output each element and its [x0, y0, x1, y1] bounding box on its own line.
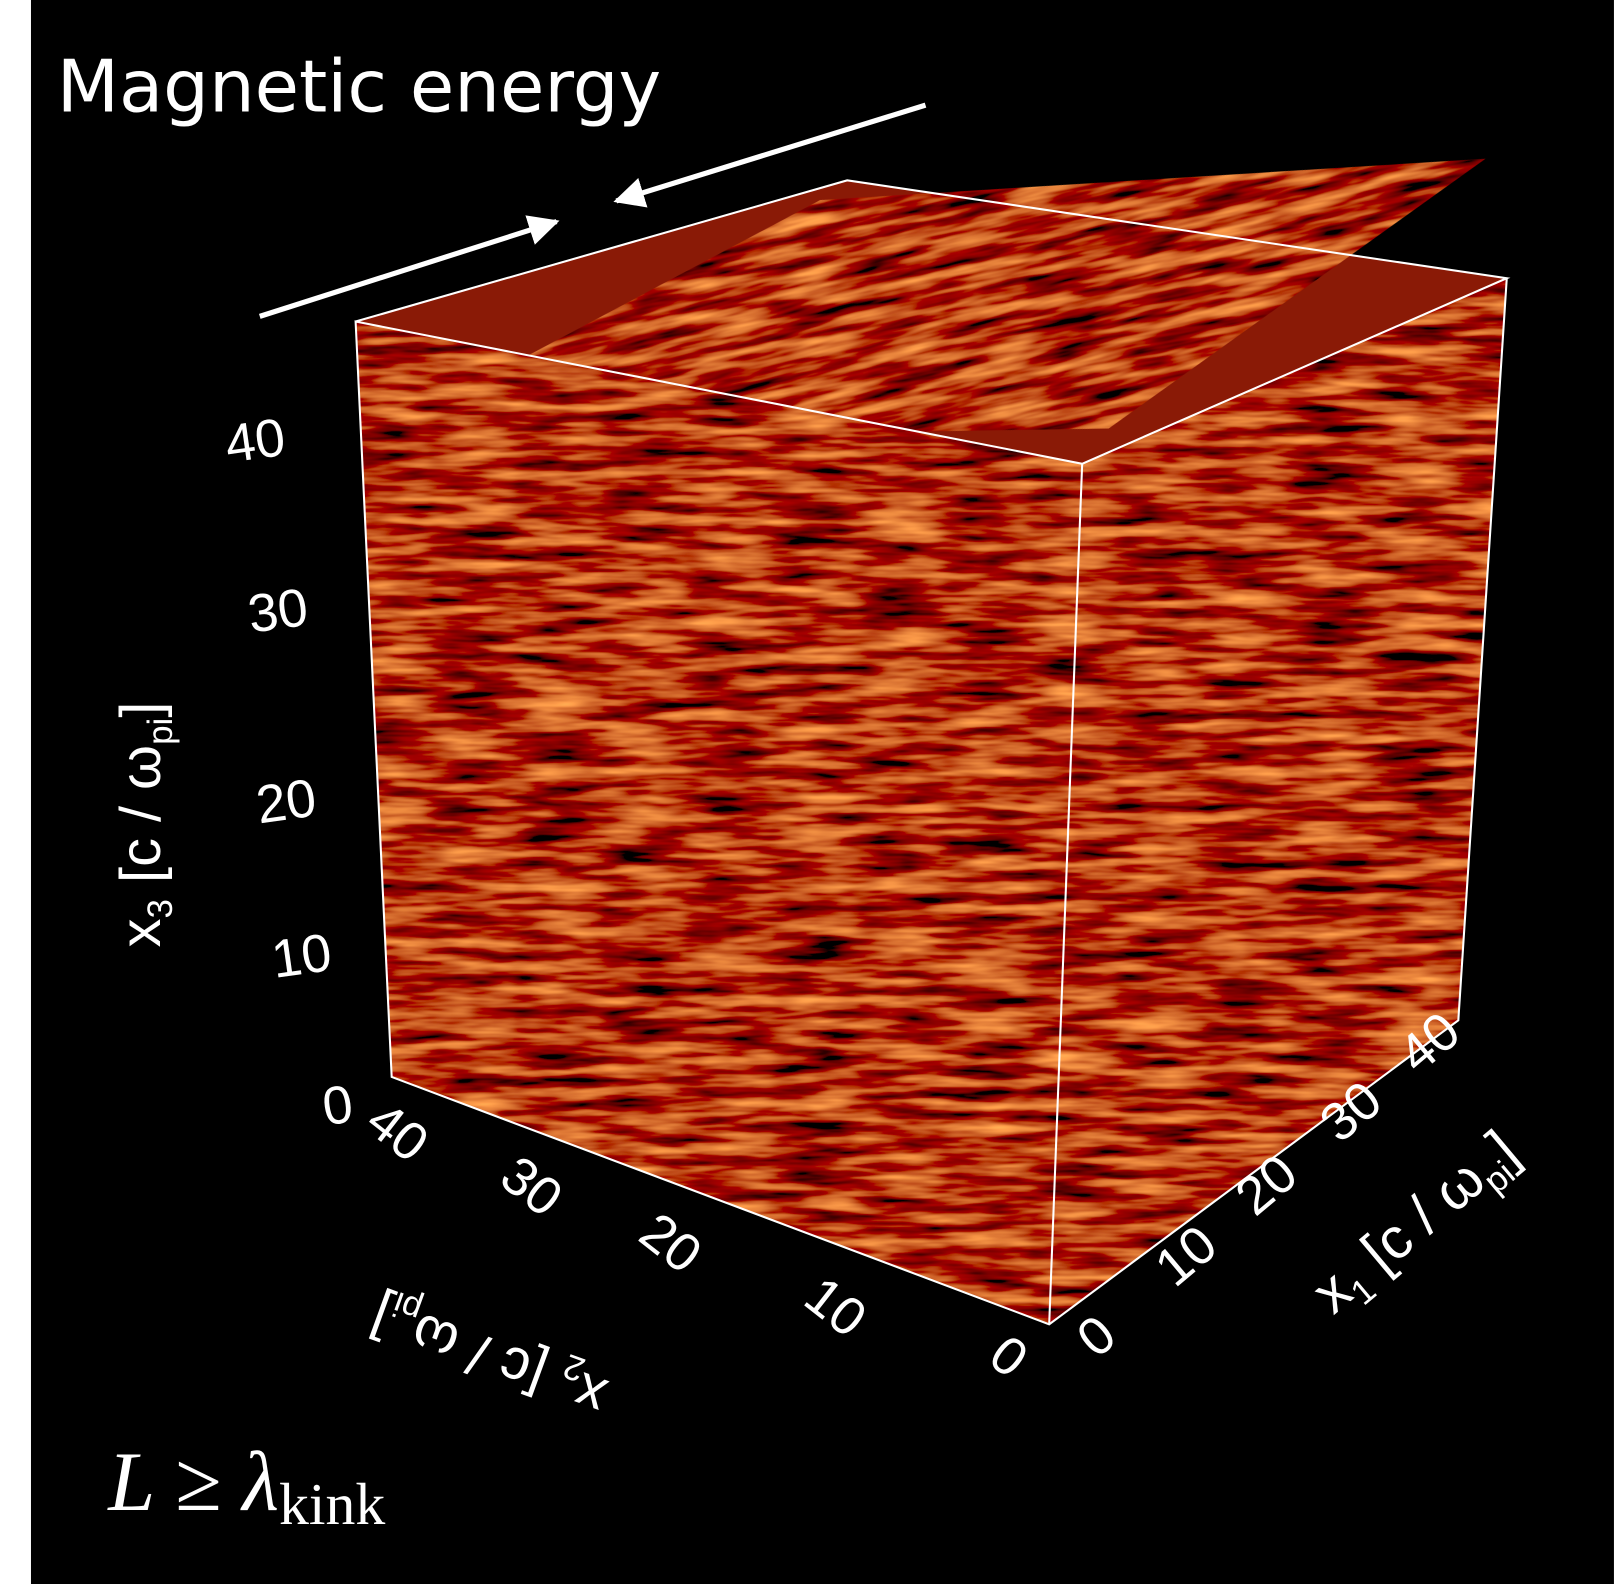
title: Magnetic energy — [57, 45, 662, 129]
x3-tick-label: 30 — [244, 577, 311, 645]
label-sub: 3 — [141, 899, 180, 918]
x3-tick-label: 10 — [268, 922, 335, 990]
label-unit: [c / ω — [109, 745, 173, 899]
x3-tick-label: 40 — [222, 407, 289, 475]
label-base: x — [109, 918, 173, 947]
figure: Magnetic energy L ≥ λkink 010203040x3 [c… — [0, 0, 1614, 1584]
x3-tick-label: 20 — [252, 768, 319, 836]
label-unit-sub: pi — [141, 718, 180, 745]
label-close: ] — [109, 702, 173, 718]
